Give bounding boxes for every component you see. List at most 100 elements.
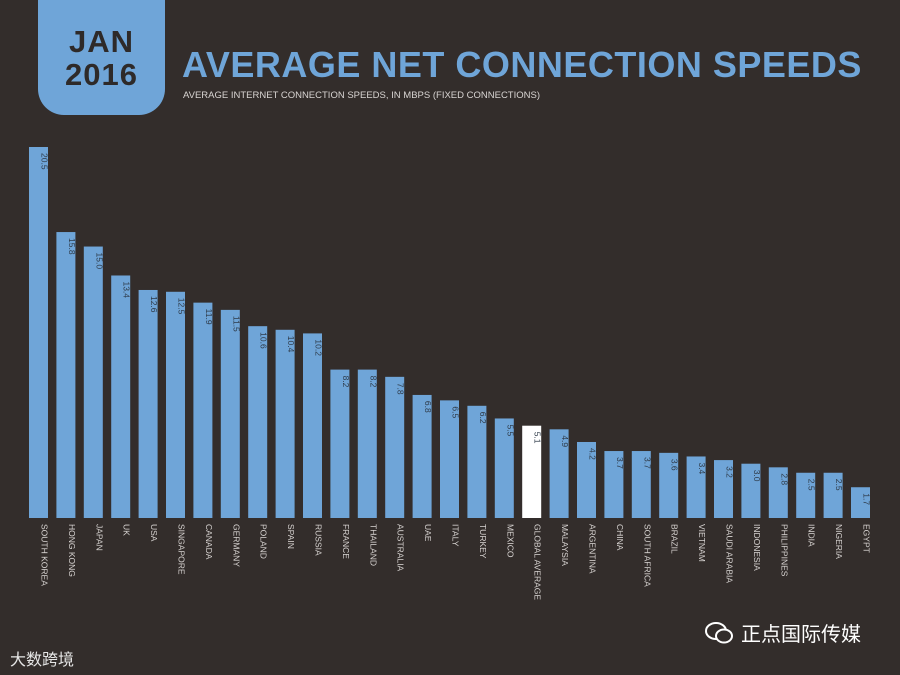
value-label: 3.6 (670, 459, 680, 471)
value-label: 3.4 (697, 462, 707, 474)
badge-year: 2016 (65, 56, 138, 92)
bar-south-korea (29, 147, 48, 518)
wechat-icon (705, 621, 733, 643)
value-label: 12.5 (177, 298, 187, 315)
category-label: USA (149, 524, 159, 542)
bar-hong-kong (56, 232, 76, 518)
bar-spain (275, 329, 295, 518)
value-label: 8.2 (368, 376, 378, 388)
bar-brazil (659, 452, 679, 518)
category-label: ITALY (451, 524, 461, 547)
value-label: 11.5 (231, 316, 241, 332)
value-label: 2.5 (834, 479, 844, 491)
bar-argentina (577, 441, 596, 518)
category-label: NIGERIA (834, 524, 844, 559)
value-label: 6.8 (423, 401, 433, 413)
bar-turkey (467, 405, 487, 518)
watermark-left-text: 大数跨境 (10, 652, 75, 669)
category-label: AUSTRALIA (396, 524, 406, 572)
category-label: SAUDI ARABIA (725, 524, 735, 583)
category-label: RUSSIA (314, 524, 324, 556)
value-label: 5.1 (533, 432, 543, 444)
category-label: VIETNAM (697, 524, 707, 562)
category-label: BRAZIL (670, 524, 680, 554)
value-label: 3.7 (615, 457, 625, 469)
bar-usa (138, 289, 158, 518)
value-label: 10.2 (314, 339, 324, 356)
value-label: 3.2 (725, 466, 735, 478)
watermark-right-text: 正点国际传媒 (741, 624, 861, 646)
category-label: ARGENTINA (588, 524, 598, 574)
value-label: 3.0 (752, 470, 762, 482)
value-label: 15.0 (94, 253, 104, 270)
category-label: GERMANY (231, 524, 241, 567)
category-label: CANADA (204, 524, 214, 560)
bar-saudi-arabia (714, 460, 733, 518)
category-label: EGYPT (862, 524, 872, 553)
category-label: JAPAN (94, 524, 104, 551)
value-label: 20.5 (40, 153, 50, 170)
bar-japan (83, 246, 103, 518)
value-label: 11.9 (204, 309, 214, 325)
chart-title: AVERAGE NET CONNECTION SPEEDS (182, 44, 862, 85)
category-label: PHILIPPINES (779, 524, 789, 577)
category-label: TURKEY (478, 524, 488, 559)
value-label: 10.6 (259, 332, 269, 349)
bar-egypt (851, 487, 870, 518)
watermark-right: 正点国际传媒 (705, 618, 861, 647)
bar-nigeria (823, 472, 843, 518)
category-label: INDONESIA (752, 524, 762, 571)
value-label: 7.8 (396, 383, 406, 395)
category-label: CHINA (615, 524, 625, 551)
category-label: HONG KONG (67, 524, 77, 577)
bar-france (330, 369, 350, 518)
bar-uae (412, 394, 432, 518)
category-label: UAE (423, 524, 433, 542)
bar-italy (440, 400, 459, 518)
value-label: 6.2 (478, 412, 488, 424)
bar-china (604, 451, 624, 518)
category-label: POLAND (259, 524, 269, 559)
bar-singapore (166, 291, 185, 518)
value-label: 8.2 (341, 376, 351, 388)
value-label: 3.7 (642, 457, 652, 469)
bar-india (796, 472, 816, 518)
bar-south-africa (631, 451, 651, 518)
value-label: 1.7 (862, 493, 872, 505)
badge-month: JAN (68, 23, 134, 59)
value-label: 12.6 (149, 296, 159, 313)
bar-canada (193, 302, 213, 518)
bar-indonesia (741, 463, 761, 518)
category-label: UK (122, 524, 132, 536)
watermark-left: 大数跨境 (10, 646, 74, 670)
value-label: 13.4 (122, 281, 132, 298)
value-label: 15.8 (67, 238, 77, 255)
chart-subtitle: AVERAGE INTERNET CONNECTION SPEEDS, IN M… (183, 90, 540, 101)
bar-uk (111, 275, 131, 518)
bar-thailand (357, 369, 377, 518)
bar-malaysia (549, 429, 569, 518)
bar-vietnam (686, 456, 706, 518)
category-label: THAILAND (368, 524, 378, 566)
value-label: 4.9 (560, 435, 570, 447)
category-label: SPAIN (286, 524, 296, 549)
bar-russia (303, 333, 322, 518)
bar-australia (385, 376, 405, 518)
value-label: 6.5 (451, 406, 461, 418)
category-label: SOUTH KOREA (40, 524, 50, 586)
bar-philippines (768, 467, 788, 518)
category-label: SOUTH AFRICA (642, 524, 652, 587)
value-label: 2.5 (807, 479, 817, 491)
category-label: MALAYSIA (560, 524, 570, 566)
category-label: GLOBAL AVERAGE (533, 524, 543, 600)
category-label: INDIA (807, 524, 817, 547)
value-label: 4.2 (588, 448, 598, 460)
date-badge: JAN 2016 (38, 0, 165, 115)
category-label: FRANCE (341, 524, 351, 559)
category-label: MEXICO (505, 524, 515, 558)
bar-poland (248, 326, 268, 518)
value-label: 2.8 (779, 473, 789, 485)
bar-mexico (494, 418, 514, 518)
category-label: SINGAPORE (177, 524, 187, 575)
